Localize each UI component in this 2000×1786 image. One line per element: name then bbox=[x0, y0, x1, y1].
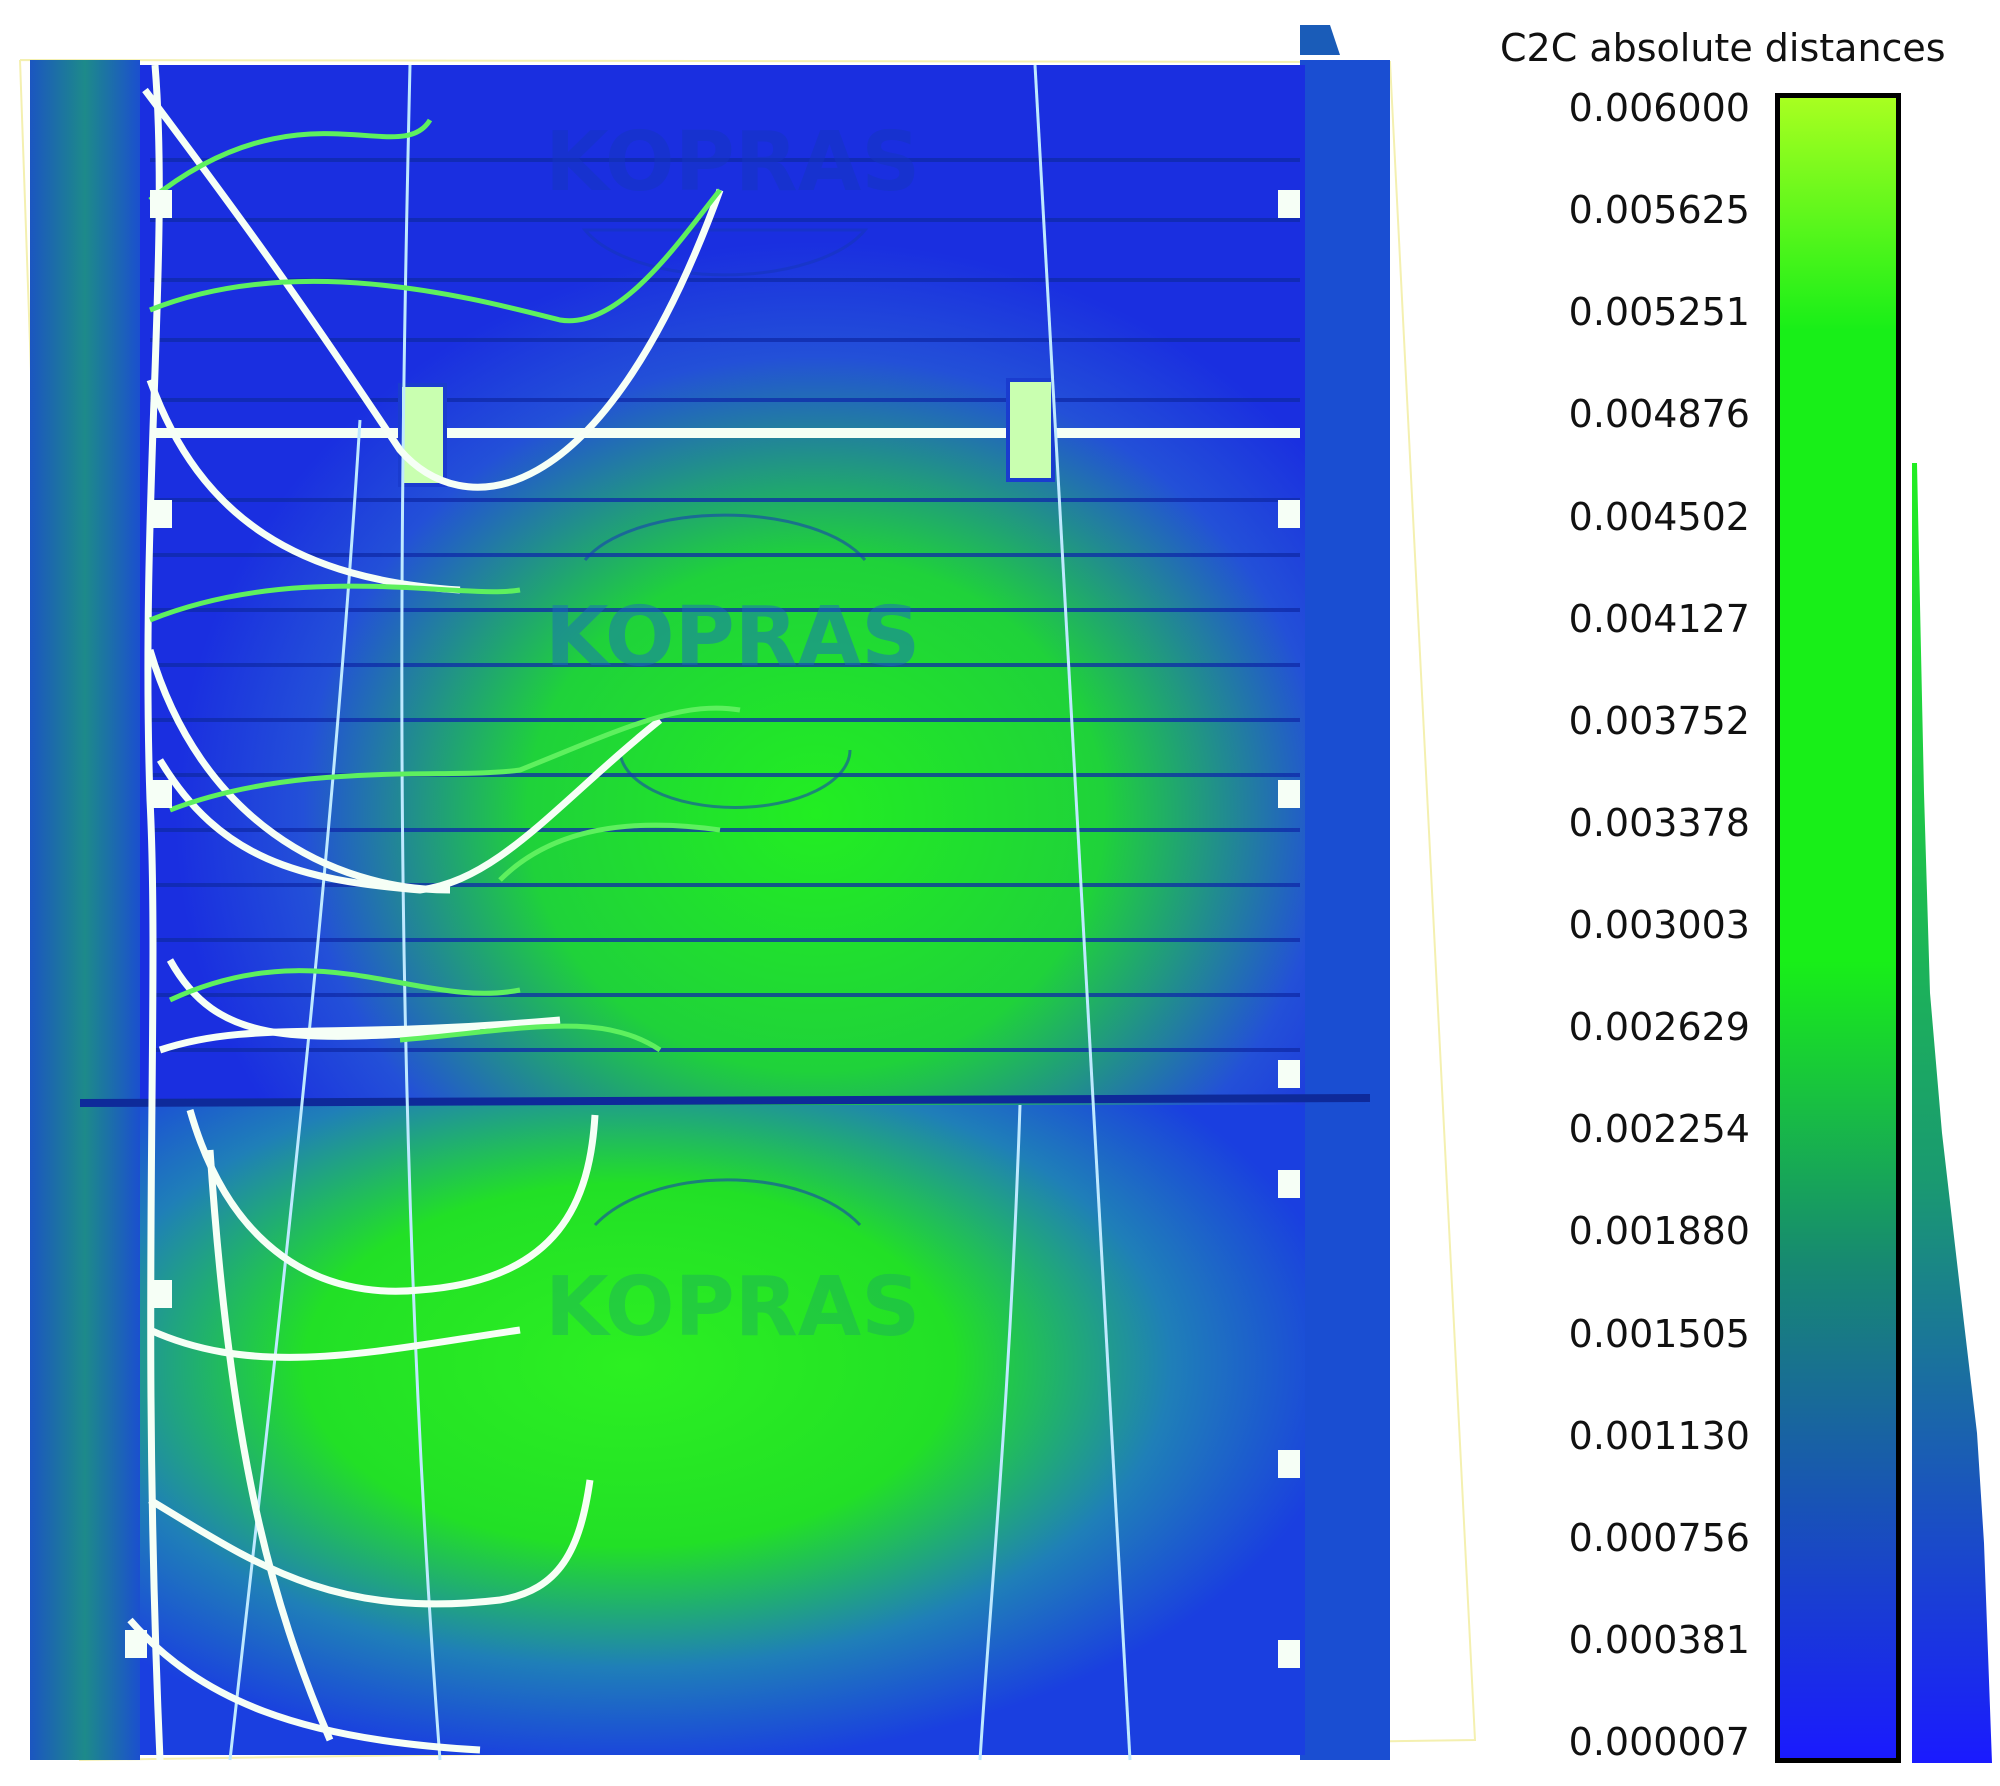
rail-clamp-right bbox=[1006, 378, 1055, 482]
panel-divider bbox=[79, 1094, 1371, 1107]
colorbar-tick-label: 0.001880 bbox=[1568, 1209, 1750, 1254]
colorbar-title: C2C absolute distances bbox=[1500, 26, 1946, 70]
right-frame bbox=[1300, 60, 1390, 1760]
green-cables bbox=[148, 118, 741, 1053]
colorbar-tick-label: 0.005625 bbox=[1568, 188, 1750, 233]
middle-rail bbox=[150, 428, 1300, 438]
distance-histogram bbox=[1912, 463, 1992, 1763]
colorbar-tick-label: 0.004876 bbox=[1568, 392, 1750, 437]
left-brackets bbox=[125, 190, 172, 1658]
colorbar-tick-label: 0.004502 bbox=[1568, 494, 1750, 539]
colorbar-tick-label: 0.002629 bbox=[1568, 1005, 1750, 1050]
colorbar-tick-label: 0.001505 bbox=[1568, 1311, 1750, 1356]
colorbar-tick-label: 0.000007 bbox=[1568, 1720, 1750, 1764]
colorbar-tick-label: 0.000381 bbox=[1568, 1617, 1750, 1662]
logo-text-middle: KOPRAS bbox=[545, 590, 920, 685]
colorbar-tick-label: 0.006000 bbox=[1568, 86, 1750, 130]
white-cables bbox=[127, 64, 724, 1761]
colorbar-tick-label: 0.003752 bbox=[1568, 698, 1750, 743]
colorbar-tick-label: 0.001130 bbox=[1568, 1413, 1750, 1458]
colorbar-tick-label: 0.002254 bbox=[1568, 1107, 1750, 1152]
thin-vertical-cables bbox=[228, 64, 1132, 1761]
corner-tab bbox=[1300, 25, 1340, 55]
right-brackets bbox=[1278, 190, 1300, 1668]
shutter-slats bbox=[150, 158, 1300, 1052]
colorbar-tick-label: 0.003003 bbox=[1568, 903, 1750, 947]
lower-panel bbox=[140, 1105, 1305, 1755]
colorbar-tick-label: 0.005251 bbox=[1568, 290, 1750, 335]
logo-ghosts bbox=[581, 228, 869, 1227]
logo-text-upper: KOPRAS bbox=[545, 115, 920, 210]
colorbar-tick-label: 0.004127 bbox=[1568, 596, 1750, 641]
point-cloud-image: KOPRAS KOPRAS KOPRAS bbox=[19, 25, 1477, 1762]
colorbar-tick-label: 0.003378 bbox=[1568, 800, 1750, 845]
colorbar-tick-label: 0.000756 bbox=[1568, 1515, 1750, 1560]
colorbar bbox=[1775, 93, 1901, 1763]
logo-text-lower: KOPRAS bbox=[545, 1260, 920, 1355]
left-frame bbox=[30, 60, 140, 1760]
